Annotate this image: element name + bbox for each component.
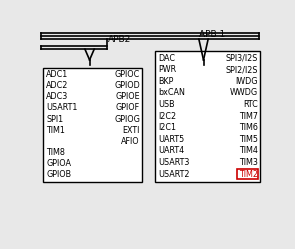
- Text: USART2: USART2: [158, 170, 189, 179]
- Bar: [43, 68, 142, 182]
- Text: TIM5: TIM5: [239, 135, 258, 144]
- Text: TIM3: TIM3: [239, 158, 258, 167]
- Text: SPI2/I2S: SPI2/I2S: [225, 65, 258, 74]
- Text: GPIOB: GPIOB: [46, 170, 71, 179]
- Text: TIM1: TIM1: [46, 126, 65, 135]
- Text: USB: USB: [158, 100, 174, 109]
- Text: I2C2: I2C2: [158, 112, 176, 121]
- Text: UART4: UART4: [158, 146, 184, 155]
- Text: ADC3: ADC3: [46, 92, 68, 101]
- Text: GPIOA: GPIOA: [46, 159, 71, 168]
- Text: TIM6: TIM6: [239, 123, 258, 132]
- Text: USART1: USART1: [46, 104, 78, 113]
- Text: IWDG: IWDG: [235, 77, 258, 86]
- Text: GPIOG: GPIOG: [114, 115, 140, 124]
- Text: ADC2: ADC2: [46, 81, 68, 90]
- Text: TIM7: TIM7: [239, 112, 258, 121]
- Text: WWDG: WWDG: [230, 88, 258, 97]
- Text: SPI3/I2S: SPI3/I2S: [225, 54, 258, 63]
- Text: APB 1: APB 1: [199, 30, 225, 39]
- Text: I2C1: I2C1: [158, 123, 176, 132]
- Text: SPI1: SPI1: [46, 115, 63, 124]
- Text: GPIOE: GPIOE: [115, 92, 140, 101]
- Text: TIM2: TIM2: [239, 170, 258, 179]
- Text: USART3: USART3: [158, 158, 189, 167]
- Text: BKP: BKP: [158, 77, 173, 86]
- Bar: [155, 51, 260, 182]
- Text: TIM4: TIM4: [239, 146, 258, 155]
- Text: PWR: PWR: [158, 65, 176, 74]
- Text: bxCAN: bxCAN: [158, 88, 185, 97]
- Text: UART5: UART5: [158, 135, 184, 144]
- Text: APB2: APB2: [108, 35, 132, 44]
- Bar: [237, 169, 258, 179]
- Text: RTC: RTC: [243, 100, 258, 109]
- Text: TIM8: TIM8: [46, 148, 65, 157]
- Text: GPIOC: GPIOC: [115, 70, 140, 79]
- Text: EXTI: EXTI: [123, 126, 140, 135]
- Text: GPIOF: GPIOF: [116, 104, 140, 113]
- Text: ADC1: ADC1: [46, 70, 68, 79]
- Text: GPIOD: GPIOD: [114, 81, 140, 90]
- Text: DAC: DAC: [158, 54, 175, 63]
- Text: AFIO: AFIO: [121, 137, 140, 146]
